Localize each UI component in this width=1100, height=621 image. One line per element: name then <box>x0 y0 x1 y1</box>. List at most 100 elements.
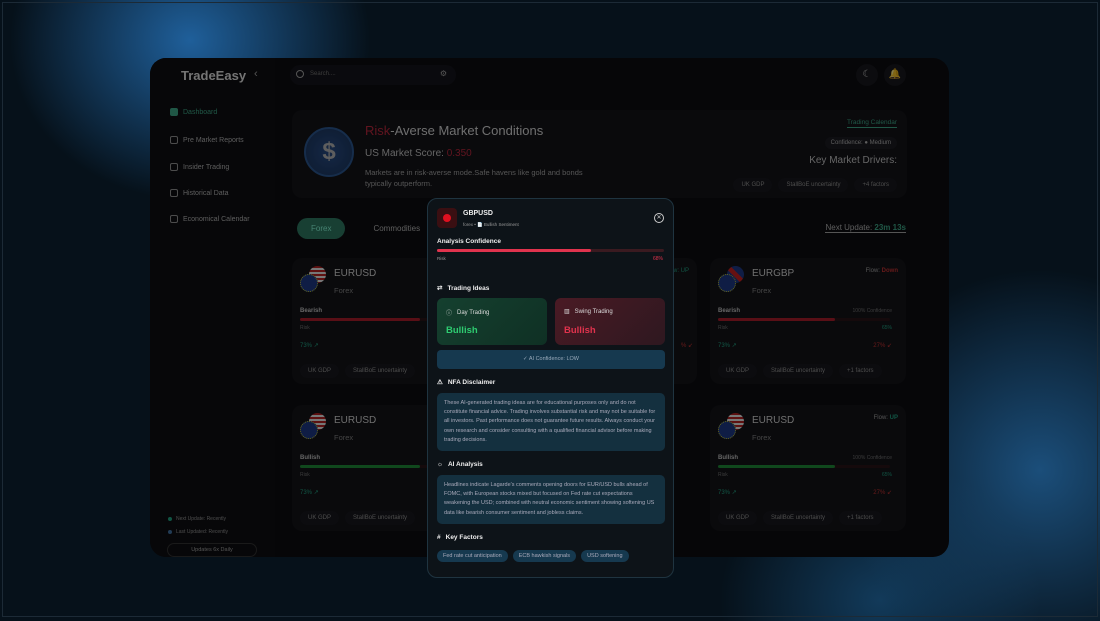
report-icon <box>170 136 178 144</box>
bar-chart-icon: ▥ <box>564 309 570 315</box>
sidebar-item-economical-calendar[interactable]: Economical Calendar <box>170 215 250 223</box>
arrows-swap-icon: ⇄ <box>437 285 443 292</box>
calendar-icon <box>170 215 178 223</box>
pair-type: Forex <box>752 286 772 295</box>
check-circle-icon: ✓ <box>523 356 528 362</box>
filter-icon[interactable]: ⚙ <box>439 69 447 78</box>
page-title: Risk-Averse Market Conditions <box>365 123 543 138</box>
risk-label: Risk <box>718 325 728 331</box>
risk-label: Risk <box>300 472 310 478</box>
nfa-heading: ⚠ NFA Disclaimer <box>437 378 495 387</box>
last-updated-status: Last Updated: Recently <box>168 529 228 535</box>
chip: StallBoE uncertainty <box>763 364 834 378</box>
key-factors-heading: # Key Factors <box>437 534 483 541</box>
up-pct: 73% ↗ <box>300 343 319 349</box>
sentiment-fill <box>300 318 421 321</box>
close-icon[interactable]: ✕ <box>654 213 664 223</box>
driver-chips: UK GDP StallBoE uncertainty +4 factors <box>733 178 897 192</box>
trading-ideas-heading: ⇄ Trading Ideas <box>437 284 490 293</box>
key-drivers-title: Key Market Drivers: <box>809 155 897 166</box>
confidence: 100% Confidence <box>852 455 892 461</box>
sentiment: Bearish <box>718 308 741 314</box>
sidebar-item-dashboard[interactable]: Dashboard <box>170 108 217 116</box>
updates-button[interactable]: Updates 6x Daily <box>167 543 257 557</box>
sidebar-item-label: Economical Calendar <box>183 215 250 223</box>
heading-text: AI Analysis <box>447 461 483 468</box>
bell-icon[interactable]: 🔔 <box>884 64 906 86</box>
day-trading-label: Day Trading <box>457 309 490 316</box>
up-pct: 73% ↗ <box>718 343 737 349</box>
flag-icon <box>300 413 326 439</box>
market-score: US Market Score: 0.350 <box>365 148 472 159</box>
trading-calendar-link[interactable]: Trading Calendar <box>847 119 897 128</box>
flow-label: Flow: <box>865 268 880 274</box>
score-value: 0.350 <box>446 148 472 159</box>
sentiment-bar <box>718 465 890 468</box>
swing-trading-card: ▥ Swing Trading Bullish <box>555 298 665 345</box>
chip: StallBoE uncertainty <box>778 178 849 192</box>
confidence-badge: Confidence: ● Medium <box>824 137 897 149</box>
grid-icon <box>170 108 178 116</box>
pair-name: EURGBP <box>752 268 795 279</box>
chip: StallBoE uncertainty <box>763 511 834 525</box>
key-factor-chip: USD softening <box>581 550 629 562</box>
pair-type: Forex <box>334 433 354 442</box>
sentiment-fill <box>718 465 835 468</box>
factor-chips: UK GDP StallBoE uncertainty <box>300 511 416 525</box>
pair-name: EURUSD <box>752 415 795 426</box>
ai-confidence-text: AI Confidence: LOW <box>528 356 579 362</box>
search-input[interactable]: Search.... ⚙ <box>290 65 456 85</box>
chip: +1 factors <box>839 364 882 378</box>
sentiment: Bearish <box>300 308 323 314</box>
heading-text: Trading Ideas <box>447 284 490 292</box>
status-text: Next Update: Recently <box>176 516 227 522</box>
chip: +1 factors <box>839 511 882 525</box>
moon-icon[interactable]: ☾ <box>856 64 878 86</box>
factor-chips: UK GDP StallBoE uncertainty +1 factors <box>718 511 882 525</box>
risk-label: Risk <box>437 256 446 261</box>
chip: UK GDP <box>300 364 340 378</box>
market-conditions-panel: $ Risk-Averse Market Conditions US Marke… <box>292 110 907 198</box>
flow: Flow: UP <box>874 415 898 421</box>
key-factor-chips: Fed rate cut anticipation ECB hawkish sig… <box>437 550 629 562</box>
flag-icon <box>718 266 744 292</box>
sidebar-item-insider-trading[interactable]: Insider Trading <box>170 163 229 171</box>
chip: StallBoE uncertainty <box>345 364 416 378</box>
score-label: US Market Score: <box>365 148 444 159</box>
pair-name: EURUSD <box>334 415 377 426</box>
up-pct: 73% ↗ <box>300 490 319 496</box>
risk-label: Risk <box>718 472 728 478</box>
heading-text: Key Factors <box>445 534 483 541</box>
sidebar-item-historical-data[interactable]: Historical Data <box>170 189 229 197</box>
info-icon: ⓘ <box>446 311 453 317</box>
tab-forex[interactable]: Forex <box>297 218 346 239</box>
down-pct: 27% ↙ <box>873 343 892 349</box>
sidebar-item-label: Insider Trading <box>183 163 230 171</box>
sidebar-item-pre-market-reports[interactable]: Pre Market Reports <box>170 136 244 144</box>
chip: StallBoE uncertainty <box>345 511 416 525</box>
flow-value: UP <box>889 415 898 421</box>
sidebar-item-label: Pre Market Reports <box>183 136 244 144</box>
next-update-label: Next Update: <box>825 223 873 232</box>
pair-card[interactable]: EURUSD Forex Bullish Risk 73% ↗ Flow: UP 1… <box>710 405 906 531</box>
chip: UK GDP <box>718 364 758 378</box>
day-trading-value: Bullish <box>446 325 478 336</box>
pair-card[interactable]: EURGBP Forex Bearish Risk 73% ↗ Flow: Dow… <box>710 258 906 384</box>
sentiment-fill <box>300 465 421 468</box>
flow: Flow: Down <box>866 268 898 274</box>
sentiment: Bullish <box>300 455 321 461</box>
status-dot-icon <box>437 208 457 228</box>
tab-commodities[interactable]: Commodities <box>373 224 421 233</box>
confidence-label: Analysis Confidence <box>437 238 501 245</box>
warning-icon: ⚠ <box>437 379 443 386</box>
chip[interactable]: +4 factors <box>854 178 897 192</box>
modal-subtitle: forex • 📄 Bullish Sentiment <box>463 222 519 227</box>
day-trading-card: ⓘ Day Trading Bullish <box>437 298 547 345</box>
chip: UK GDP <box>733 178 773 192</box>
factor-chips: UK GDP StallBoE uncertainty <box>300 364 416 378</box>
key-factor-chip: ECB hawkish signals <box>512 550 577 562</box>
chevron-left-icon[interactable]: ‹ <box>254 68 258 80</box>
sentiment-bar <box>300 318 472 321</box>
sidebar-item-label: Historical Data <box>183 189 229 197</box>
pair-type: Forex <box>752 433 772 442</box>
